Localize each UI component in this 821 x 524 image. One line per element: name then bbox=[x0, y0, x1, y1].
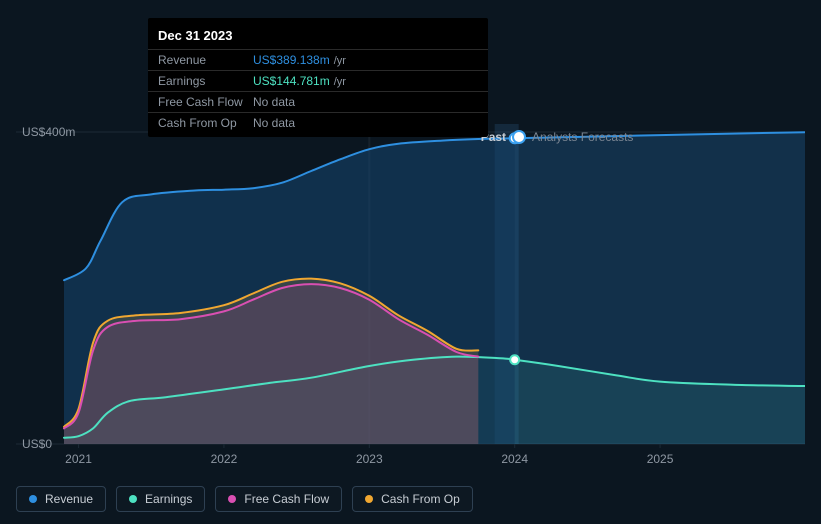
future-label: Analysts Forecasts bbox=[532, 130, 633, 144]
tooltip-label: Free Cash Flow bbox=[158, 95, 253, 109]
tooltip-value: No data bbox=[253, 116, 295, 130]
tooltip-unit: /yr bbox=[334, 55, 346, 67]
x-axis-label: 2024 bbox=[501, 452, 528, 466]
tooltip-date: Dec 31 2023 bbox=[148, 26, 488, 49]
y-axis-label: US$0 bbox=[22, 437, 52, 451]
legend-item-earnings[interactable]: Earnings bbox=[116, 486, 205, 512]
past-future-divider: Past Analysts Forecasts bbox=[481, 130, 634, 144]
legend-dot-icon bbox=[29, 495, 37, 503]
divider-dot-icon bbox=[512, 130, 526, 144]
legend-label: Free Cash Flow bbox=[244, 492, 329, 506]
x-axis-label: 2022 bbox=[211, 452, 238, 466]
tooltip-value: US$389.138m bbox=[253, 53, 330, 67]
tooltip-label: Earnings bbox=[158, 74, 253, 88]
chart-tooltip: Dec 31 2023 RevenueUS$389.138m/yrEarning… bbox=[148, 18, 488, 137]
tooltip-row: RevenueUS$389.138m/yr bbox=[148, 49, 488, 70]
legend-item-revenue[interactable]: Revenue bbox=[16, 486, 106, 512]
chart-legend: Revenue Earnings Free Cash Flow Cash From O… bbox=[16, 486, 473, 512]
x-axis-label: 2025 bbox=[647, 452, 674, 466]
tooltip-row: EarningsUS$144.781m/yr bbox=[148, 70, 488, 91]
tooltip-value: No data bbox=[253, 95, 295, 109]
tooltip-label: Revenue bbox=[158, 53, 253, 67]
legend-label: Cash From Op bbox=[381, 492, 460, 506]
legend-dot-icon bbox=[228, 495, 236, 503]
legend-dot-icon bbox=[129, 495, 137, 503]
tooltip-unit: /yr bbox=[334, 76, 346, 88]
tooltip-row: Cash From OpNo data bbox=[148, 112, 488, 133]
earnings-marker bbox=[510, 355, 519, 364]
x-axis-label: 2021 bbox=[65, 452, 92, 466]
tooltip-value: US$144.781m bbox=[253, 74, 330, 88]
legend-dot-icon bbox=[365, 495, 373, 503]
y-axis-label: US$400m bbox=[22, 125, 75, 139]
legend-label: Revenue bbox=[45, 492, 93, 506]
tooltip-row: Free Cash FlowNo data bbox=[148, 91, 488, 112]
legend-label: Earnings bbox=[145, 492, 192, 506]
legend-item-fcf[interactable]: Free Cash Flow bbox=[215, 486, 342, 512]
tooltip-label: Cash From Op bbox=[158, 116, 253, 130]
legend-item-cfo[interactable]: Cash From Op bbox=[352, 486, 473, 512]
x-axis-label: 2023 bbox=[356, 452, 383, 466]
